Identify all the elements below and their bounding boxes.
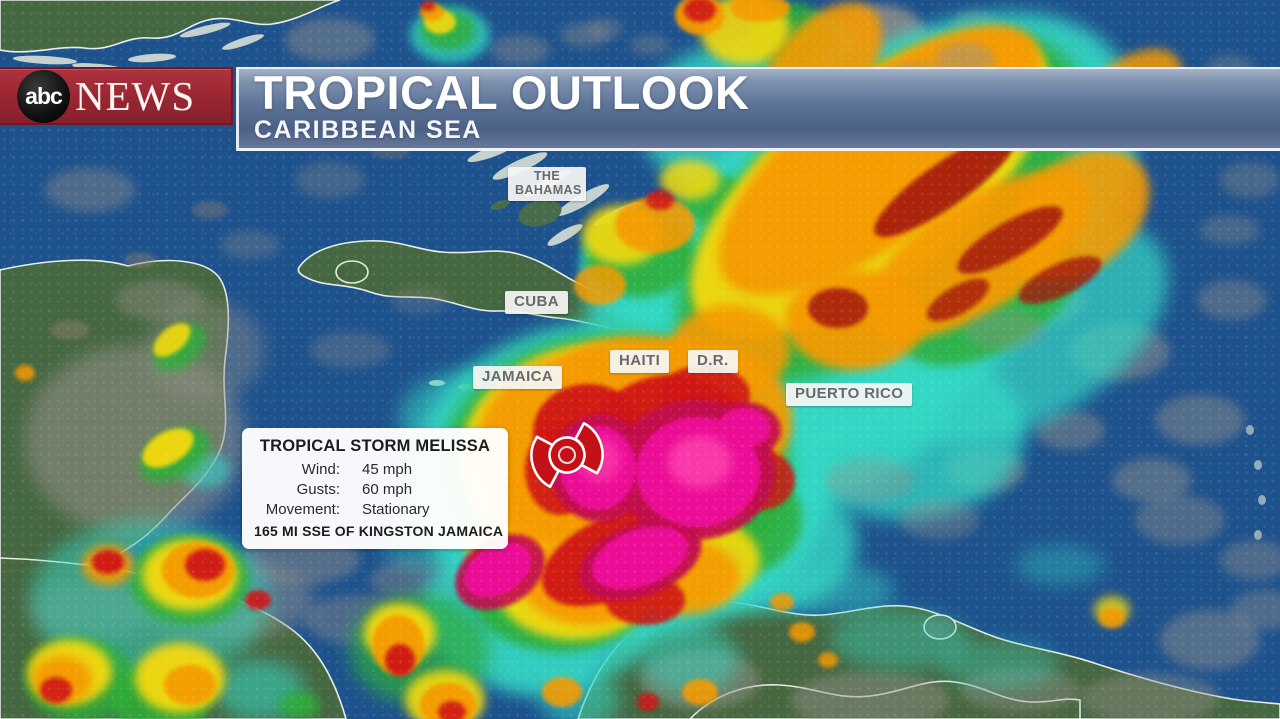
storm-stat-label: Gusts: [296, 481, 340, 498]
abc-news-wordmark: NEWS [75, 72, 196, 119]
map-label-dr: D.R. [688, 350, 738, 373]
banner-title: TROPICAL OUTLOOK [254, 66, 750, 119]
cloud-overlay [825, 42, 1045, 540]
abc-logo-text: abc [25, 82, 63, 109]
storm-stat-label: Wind: [301, 461, 340, 478]
map-label-puerto-rico: PUERTO RICO [786, 383, 913, 406]
storm-info-title: TROPICAL STORM MELISSA [259, 437, 491, 455]
storm-stat-value: 60 mph [362, 481, 413, 498]
tropical-storm-icon [530, 421, 604, 489]
storm-stat-value: Stationary [362, 501, 430, 518]
storm-stats: Wind: 45 mph Gusts: 60 mph Movement: Sta… [254, 461, 496, 518]
map-label-haiti: HAITI [610, 350, 670, 373]
abc-news-logo: abc NEWS [0, 67, 233, 125]
map-label-cuba: CUBA [505, 291, 568, 314]
map-label-jamaica: JAMAICA [473, 366, 563, 389]
abc-logo-icon: abc [17, 69, 70, 123]
storm-stat-value: 45 mph [362, 461, 413, 478]
banner-subtitle: CARIBBEAN SEA [254, 116, 482, 144]
map-label-bahamas: THE BAHAMAS [508, 167, 586, 201]
storm-position-text: 165 MI SSE OF KINGSTON JAMAICA [254, 523, 504, 539]
headline-banner: TROPICAL OUTLOOK CARIBBEAN SEA [236, 67, 1280, 151]
storm-stat-label: Movement: [265, 501, 340, 518]
storm-info-card: TROPICAL STORM MELISSA Wind: 45 mph Gust… [242, 428, 508, 549]
